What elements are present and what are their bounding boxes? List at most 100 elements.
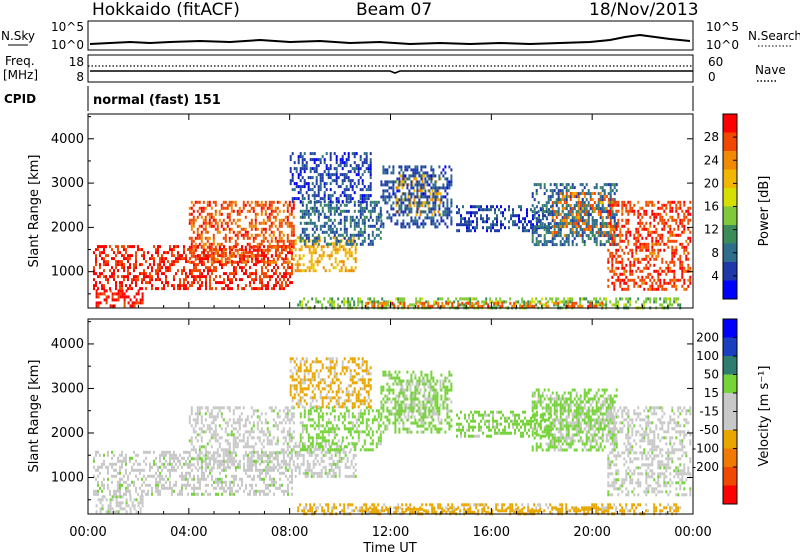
data-cell (217, 260, 219, 264)
data-cell (524, 220, 526, 224)
data-cell (190, 254, 193, 258)
data-cell (143, 257, 145, 261)
data-cell (200, 206, 203, 210)
data-cell (369, 152, 372, 156)
data-cell (249, 489, 251, 493)
data-cell (192, 251, 195, 255)
data-cell (555, 183, 558, 187)
data-cell (657, 254, 660, 258)
data-cell (127, 254, 129, 258)
data-cell (333, 179, 336, 183)
data-cell (629, 230, 632, 234)
data-cell (512, 223, 514, 227)
data-cell (422, 195, 425, 199)
data-cell (495, 301, 498, 305)
data-cell (291, 173, 294, 177)
data-cell (579, 304, 582, 308)
data-cell (335, 239, 338, 243)
data-cell (587, 204, 590, 208)
data-cell (683, 266, 686, 270)
data-cell (229, 281, 231, 285)
data-cell (424, 222, 427, 226)
data-cell (119, 480, 121, 484)
data-cell (123, 295, 126, 299)
data-cell (615, 209, 618, 213)
data-cell (621, 263, 624, 267)
data-cell (398, 213, 401, 217)
data-cell (667, 281, 670, 285)
data-cell (468, 226, 470, 230)
data-cell (623, 200, 626, 204)
data-cell (351, 185, 354, 189)
data-cell (359, 212, 362, 216)
data-cell (226, 224, 229, 228)
data-cell (157, 483, 159, 487)
data-cell (623, 287, 626, 291)
data-cell (547, 213, 550, 217)
data-cell (321, 176, 324, 180)
data-cell (569, 207, 572, 211)
data-cell (593, 240, 596, 244)
data-cell (637, 236, 640, 240)
data-cell (585, 297, 588, 301)
data-cell (605, 222, 608, 226)
data-cell (432, 222, 435, 226)
data-cell (418, 174, 421, 178)
data-cell (649, 263, 652, 267)
data-cell (522, 229, 524, 233)
data-cell (563, 222, 566, 226)
data-cell (231, 489, 233, 493)
data-cell (369, 185, 372, 189)
data-cell (264, 230, 267, 234)
data-cell (615, 278, 618, 282)
data-cell (157, 486, 159, 490)
data-cell (645, 263, 648, 267)
data-cell (109, 245, 111, 249)
data-cell (344, 251, 347, 255)
data-cell (143, 275, 145, 279)
data-cell (179, 284, 181, 288)
data-cell (671, 278, 674, 282)
data-cell (123, 266, 125, 270)
data-cell (687, 221, 690, 225)
data-cell (679, 266, 682, 270)
data-cell (236, 230, 239, 234)
data-cell (188, 212, 191, 216)
data-cell (629, 297, 632, 301)
data-cell (569, 297, 572, 301)
data-cell (617, 221, 620, 225)
data-cell (312, 251, 315, 255)
data-cell (125, 456, 127, 460)
data-cell (121, 507, 124, 511)
data-cell (133, 295, 136, 299)
data-cell (266, 215, 269, 219)
data-cell (239, 248, 241, 252)
data-cell (309, 170, 312, 174)
data-cell (551, 231, 554, 234)
data-cell (593, 192, 596, 195)
data-cell (265, 266, 267, 270)
data-cell (173, 468, 175, 472)
data-cell (653, 224, 656, 228)
data-cell (346, 269, 349, 273)
data-cell (384, 198, 387, 202)
freq-strip: Freq. [MHz] 18 8 60 0 Nave (3, 54, 786, 84)
data-cell (311, 233, 314, 237)
data-cell (115, 510, 118, 514)
data-cell (117, 480, 119, 484)
data-cell (549, 213, 552, 217)
data-cell (103, 251, 105, 255)
data-cell (557, 195, 560, 199)
data-cell (333, 218, 336, 222)
data-cell (219, 477, 221, 481)
data-cell (225, 480, 227, 484)
data-cell (647, 275, 650, 279)
data-cell (671, 254, 674, 258)
data-cell (243, 465, 245, 469)
data-cell (208, 221, 211, 225)
data-cell (679, 303, 682, 307)
data-cell (135, 298, 138, 302)
data-cell (111, 257, 113, 261)
data-cell (221, 477, 223, 481)
data-cell (285, 272, 287, 276)
